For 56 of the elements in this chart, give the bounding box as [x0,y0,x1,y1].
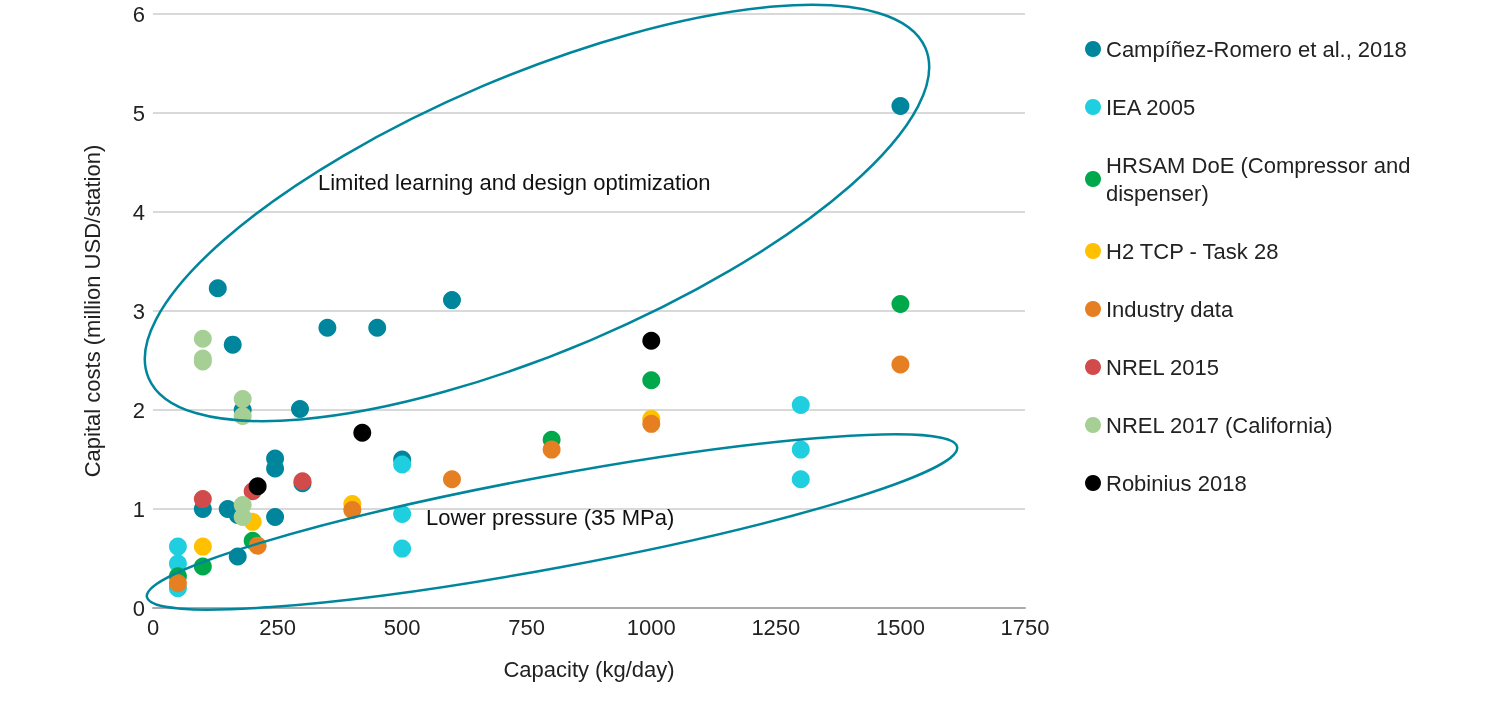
annotation: Lower pressure (35 MPa) [426,504,675,530]
point [193,329,212,348]
point [393,504,412,523]
y-tick-label: 3 [132,298,145,324]
x-tick-label: 250 [259,614,296,640]
point [642,414,661,433]
legend-label: Campíñez-Romero et al., 2018 [1106,36,1407,62]
x-tick-label: 1250 [751,614,801,640]
point [168,574,187,593]
point [542,440,561,459]
y-tick-label: 2 [132,397,145,423]
point [791,440,810,459]
y-tick-label: 4 [132,199,145,225]
legend-label: H2 TCP - Task 28 [1106,238,1279,264]
legend-label: NREL 2015 [1106,354,1219,380]
y-tick-label: 6 [132,1,145,27]
legend-label: IEA 2005 [1106,94,1196,120]
x-tick-label: 750 [508,614,546,640]
point [891,355,910,374]
point [442,470,461,489]
point [642,371,661,390]
x-tick-label: 500 [383,614,421,640]
point [291,400,309,418]
point [791,470,810,489]
point [791,396,810,415]
x-tick-label: 1500 [875,614,925,640]
point [168,537,187,556]
point [208,279,227,298]
point [891,97,910,116]
legend-label: Robinius 2018 [1106,470,1247,496]
legend-label: NREL 2017 (California) [1106,412,1333,438]
point [368,318,387,337]
point [343,500,362,519]
point [353,423,372,442]
annotation: Limited learning and design optimization [318,169,711,195]
point [233,390,252,409]
y-tick-label: 0 [132,595,145,621]
y-tick-label: 5 [132,100,145,126]
point [393,455,412,474]
point [891,295,910,314]
point [193,537,212,556]
point [642,331,661,350]
x-axis-title: Capacity (kg/day) [503,656,675,682]
point [393,539,412,558]
point [223,335,242,354]
x-tick-label: 1750 [1000,614,1050,640]
legend-label: HRSAM DoE (Compressor and dispenser) [1106,152,1417,206]
point [248,477,267,496]
point [266,507,285,526]
point [193,490,212,509]
point [442,291,461,310]
y-axis-title: Capital costs (million USD/station) [79,144,105,478]
legend-label: Industry data [1106,296,1234,322]
x-tick-label: 1000 [626,614,676,640]
point [318,318,337,337]
y-tick-label: 1 [132,496,145,522]
